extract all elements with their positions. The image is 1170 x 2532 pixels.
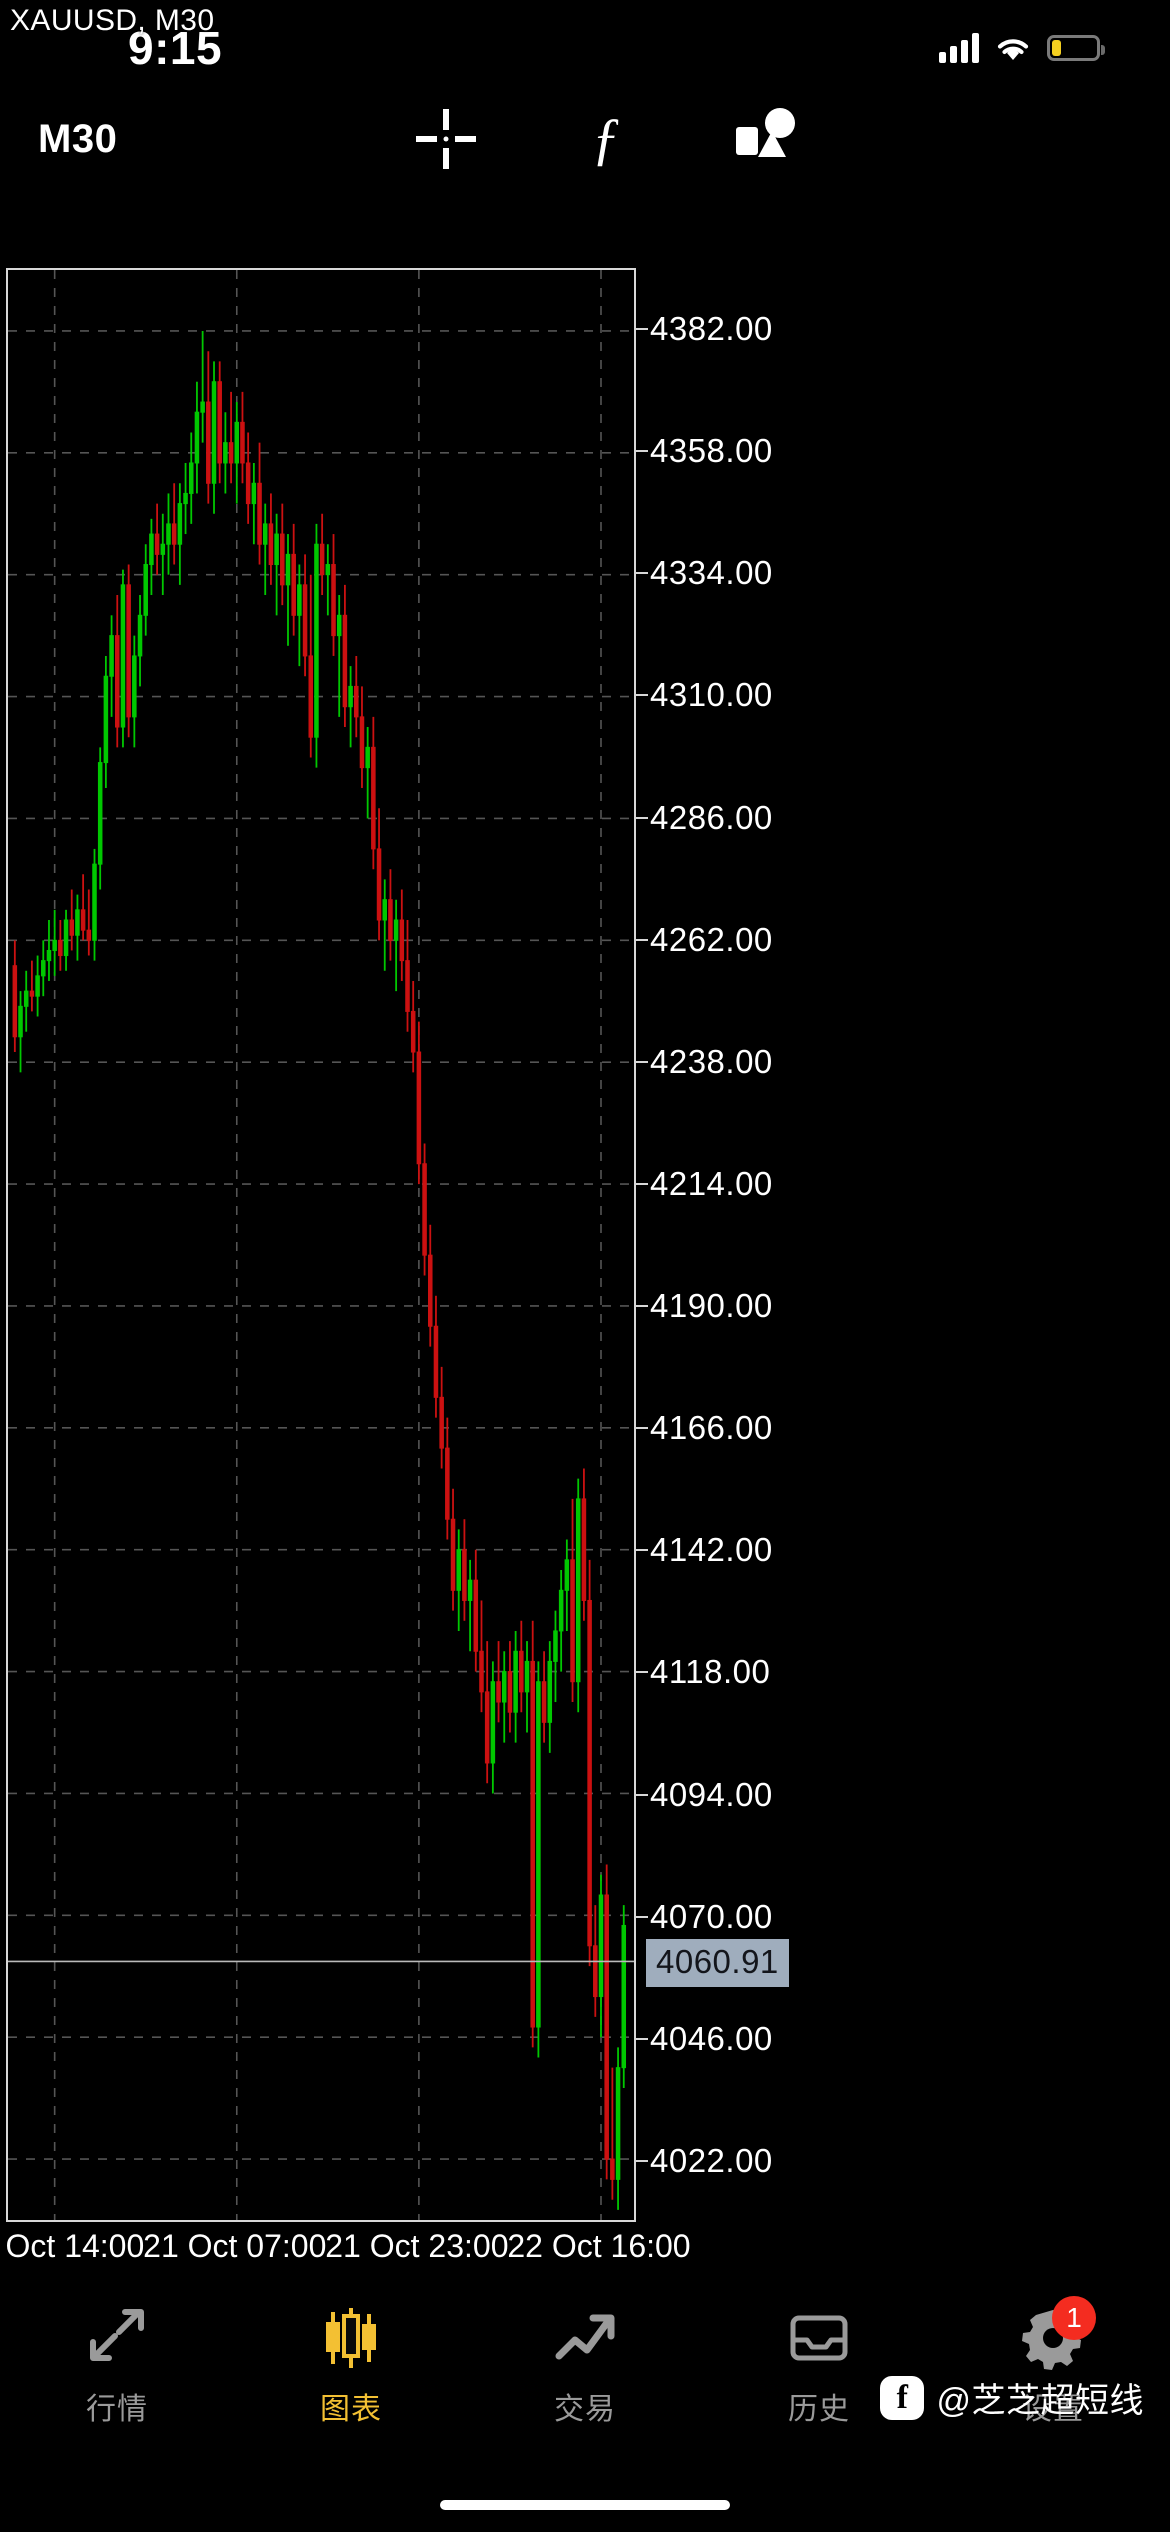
- price-axis-tick: 4142.00: [636, 1531, 773, 1569]
- tab-quotes-arrows[interactable]: 行情: [0, 2306, 234, 2428]
- timeframe-label[interactable]: M30: [38, 116, 118, 161]
- status-bar-indicators: [939, 33, 1105, 63]
- battery-low-icon: [1047, 35, 1105, 61]
- function-fx-icon[interactable]: ƒ: [591, 106, 621, 171]
- tab-label: 交易: [554, 2393, 616, 2426]
- tab-history-inbox[interactable]: 历史: [702, 2306, 936, 2428]
- tab-gear[interactable]: 1 设置: [936, 2296, 1170, 2428]
- price-chart[interactable]: [6, 268, 636, 2222]
- chart-symbol-label: XAUUSD, M30: [10, 4, 215, 37]
- status-bar: 9:15: [0, 0, 1170, 96]
- tab-label: 图表: [320, 2393, 382, 2426]
- price-axis-tick: 4382.00: [636, 310, 773, 348]
- wifi-icon: [995, 34, 1031, 62]
- price-axis-tick: 4310.00: [636, 676, 773, 714]
- bottom-tab-bar[interactable]: 行情 图表 交易 历史 1 设置: [0, 2290, 1170, 2532]
- objects-image-icon[interactable]: [730, 103, 802, 175]
- price-axis-tick: 4262.00: [636, 921, 773, 959]
- quotes-arrows-icon: [80, 2306, 154, 2370]
- watermark: f @芝芝超短线: [880, 2373, 1144, 2422]
- price-axis-tick: 4094.00: [636, 1776, 773, 1814]
- tab-label: 行情: [86, 2393, 148, 2426]
- status-bar-time: 9:15: [128, 22, 223, 74]
- price-axis-tick: 4214.00: [636, 1165, 773, 1203]
- candlestick-canvas[interactable]: [8, 270, 634, 2220]
- time-axis-tick: 21 Oct 07:00: [143, 2228, 327, 2264]
- history-inbox-icon: [782, 2306, 856, 2370]
- facebook-icon: f: [880, 2375, 925, 2420]
- current-price-label[interactable]: 4060.91: [646, 1938, 789, 1987]
- tab-trade-arrow[interactable]: 交易: [468, 2306, 702, 2428]
- tab-label: 历史: [788, 2393, 850, 2426]
- cellular-signal-icon: [939, 33, 979, 63]
- price-axis-tick: 4238.00: [636, 1043, 773, 1081]
- price-axis-tick: 4166.00: [636, 1409, 773, 1447]
- time-axis-tick: 21 Oct 23:00: [325, 2228, 509, 2264]
- tab-candlestick-chart[interactable]: 图表: [234, 2306, 468, 2428]
- time-axis-tick: 20 Oct 14:00: [0, 2228, 145, 2264]
- watermark-handle: @芝芝超短线: [936, 2382, 1144, 2420]
- chart-toolbar: M30 ƒ: [0, 96, 1170, 182]
- price-axis-tick: 4118.00: [636, 1653, 770, 1691]
- status-badge: 1: [1052, 2296, 1096, 2340]
- crosshair-icon[interactable]: [410, 103, 482, 175]
- toolbar-actions: ƒ: [410, 96, 802, 182]
- price-axis-tick: 4070.00: [636, 1898, 773, 1936]
- home-indicator[interactable]: [440, 2500, 730, 2510]
- price-axis-tick: 4022.00: [636, 2142, 773, 2180]
- price-axis-tick: 4190.00: [636, 1287, 773, 1325]
- price-axis[interactable]: 4382.00 4358.00 4334.00 4310.00 4286.00 4262.…: [636, 268, 1170, 2222]
- gear-icon: 1: [1016, 2296, 1096, 2370]
- time-axis-tick: 22 Oct 16:00: [507, 2228, 691, 2264]
- price-axis-tick: 4334.00: [636, 554, 773, 592]
- price-axis-tick: 4358.00: [636, 432, 773, 470]
- trade-arrow-icon: [548, 2306, 622, 2370]
- price-axis-tick: 4046.00: [636, 2020, 773, 2058]
- tab-label: 设置: [1022, 2393, 1084, 2426]
- price-axis-tick: 4286.00: [636, 799, 773, 837]
- candlestick-chart-icon: [314, 2306, 388, 2370]
